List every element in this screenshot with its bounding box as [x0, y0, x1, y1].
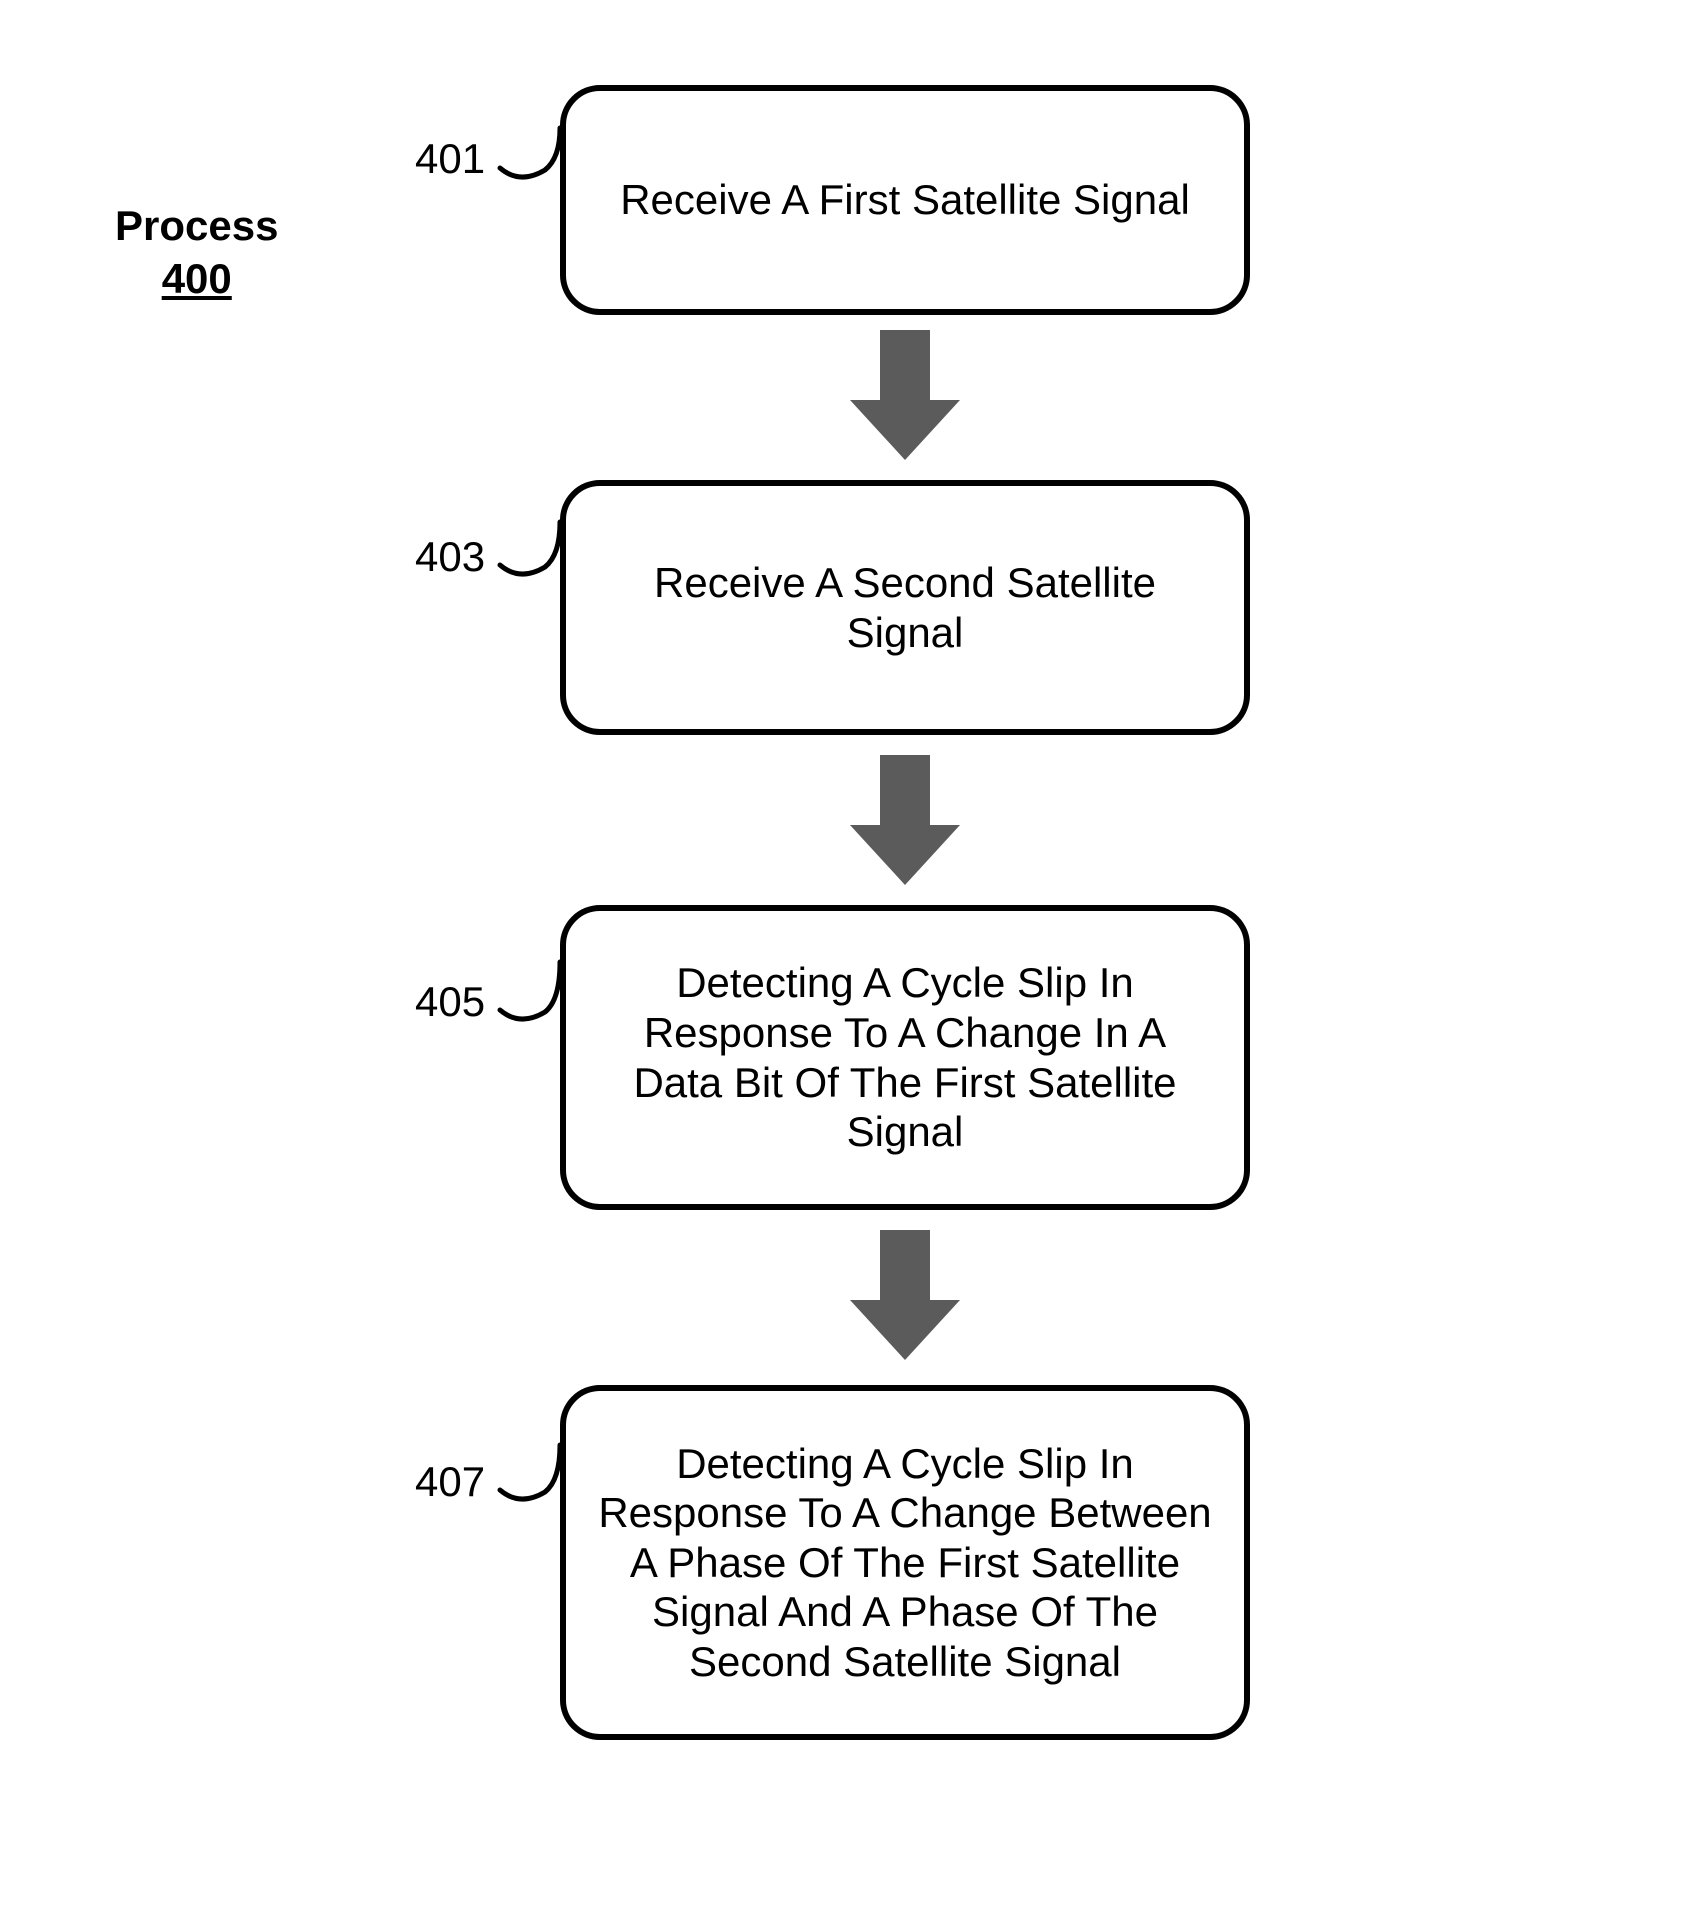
- process-name: Process: [115, 202, 278, 249]
- arrow-1: [850, 330, 960, 460]
- step-407: Detecting A Cycle Slip In Response To A …: [560, 1385, 1250, 1740]
- process-label: Process 400: [115, 200, 278, 305]
- arrow-3: [850, 1230, 960, 1360]
- step-405: Detecting A Cycle Slip In Response To A …: [560, 905, 1250, 1210]
- step-401-text: Receive A First Satellite Signal: [620, 175, 1190, 225]
- step-407-text: Detecting A Cycle Slip In Response To A …: [596, 1439, 1214, 1687]
- step-403-text: Receive A Second Satellite Signal: [596, 558, 1214, 657]
- ref-403: 403: [415, 533, 485, 581]
- ref-407: 407: [415, 1458, 485, 1506]
- ref-401: 401: [415, 135, 485, 183]
- ref-405: 405: [415, 978, 485, 1026]
- process-number: 400: [162, 255, 232, 302]
- step-405-text: Detecting A Cycle Slip In Response To A …: [596, 958, 1214, 1156]
- arrow-2: [850, 755, 960, 885]
- step-403: Receive A Second Satellite Signal: [560, 480, 1250, 735]
- step-401: Receive A First Satellite Signal: [560, 85, 1250, 315]
